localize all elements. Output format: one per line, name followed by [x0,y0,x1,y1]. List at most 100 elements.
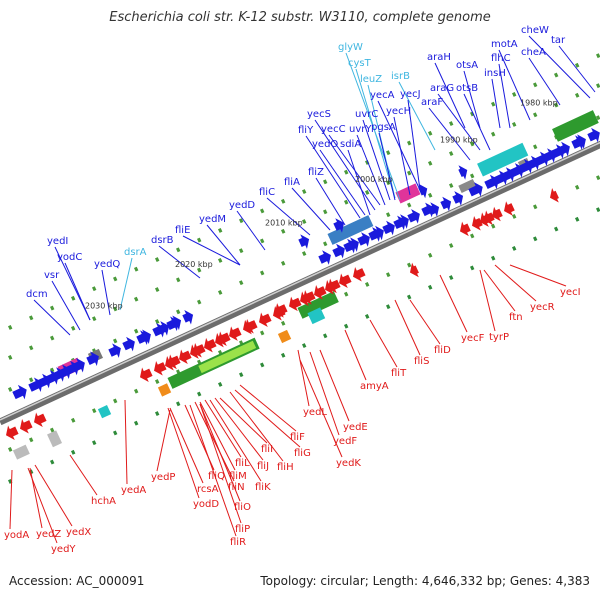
track-dot [533,204,538,210]
gene-label-yedP[interactable]: yedP [151,472,175,483]
gene-label-yedK[interactable]: yedK [336,458,361,469]
gene-label-fliQ[interactable]: fliQ [208,471,225,482]
gene-label-yedF[interactable]: yedF [333,436,357,447]
gene-label-yedM[interactable]: yedM [199,214,226,225]
gene-label-fliG[interactable]: fliG [294,448,311,459]
track-dot [491,101,496,107]
track-dot [385,180,391,186]
gene-label-amyA[interactable]: amyA [360,381,389,392]
gene-label-yodA[interactable]: yodA [4,530,29,541]
track-dot [91,408,97,414]
track-dot [280,352,286,358]
gene-label-yecC[interactable]: yecC [321,124,346,135]
gene-arrow [300,291,313,307]
gene-label-glyW[interactable]: glyW [338,42,363,53]
gene-label-otsB[interactable]: otsB [456,83,478,94]
gene-label-cheA[interactable]: cheA [521,47,546,58]
gene-label-fliK[interactable]: fliK [255,482,271,493]
gene-label-fliH[interactable]: fliH [277,462,294,473]
gene-label-pgsA[interactable]: pgsA [371,122,396,133]
gene-label-motA[interactable]: motA [491,39,518,50]
gene-label-yedL[interactable]: yedL [303,407,327,418]
gene-label-fliY[interactable]: fliY [298,125,314,136]
gene-label-fliZ[interactable]: fliZ [308,167,324,178]
gene-label-ftn[interactable]: ftn [509,312,523,323]
gene-label-otsA[interactable]: otsA [456,60,478,71]
gene-label-fliI[interactable]: fliI [261,444,273,455]
gene-label-yedA[interactable]: yedA [121,485,146,496]
gene-label-fliP[interactable]: fliP [235,524,250,535]
gene-label-leuZ[interactable]: leuZ [360,74,382,85]
gene-label-fliC[interactable]: fliC [259,187,275,198]
gene-label-dcm[interactable]: dcm [26,289,48,300]
gene-label-araF[interactable]: araF [421,97,443,108]
track-dot [533,82,538,88]
gene-label-yodD[interactable]: yodD [193,499,219,510]
gene-arrow [138,329,151,345]
gene-label-insH[interactable]: insH [484,68,506,79]
track-dot [574,62,580,68]
gene-label-yecH[interactable]: yecH [386,106,411,117]
gene-label-yedO[interactable]: yedO [312,139,338,150]
gene-arrow [472,216,483,231]
leader-line [355,68,396,199]
gene-label-dsrA[interactable]: dsrA [124,247,147,258]
gene-label-fliL[interactable]: fliL [235,458,250,469]
gene-label-araG[interactable]: araG [430,83,454,94]
gene-label-yedQ[interactable]: yedQ [94,259,120,270]
gene-label-tyrP[interactable]: tyrP [489,332,509,343]
track-dot [239,280,244,286]
gene-label-fliR[interactable]: fliR [230,537,246,548]
gene-label-fliS[interactable]: fliS [414,356,429,367]
leader-line [509,264,567,287]
gene-label-uvrC[interactable]: uvrC [355,109,378,120]
gene-label-rcsA[interactable]: rcsA [197,484,219,495]
gene-label-fliE[interactable]: fliE [175,225,190,236]
gene-label-yecS[interactable]: yecS [307,109,331,120]
gene-label-yedD[interactable]: yedD [229,200,255,211]
gene-label-yecJ[interactable]: yecJ [400,89,421,100]
gene-label-fliT[interactable]: fliT [391,368,407,379]
gene-label-isrB[interactable]: isrB [391,71,410,82]
gene-label-fliA[interactable]: fliA [284,177,300,188]
gene-label-fliN[interactable]: fliN [228,482,245,493]
track-dot [385,272,391,278]
gene-label-fliM[interactable]: fliM [229,471,247,482]
gene-label-yecF[interactable]: yecF [461,333,485,344]
leader-line [394,299,421,356]
gene-label-dsrB[interactable]: dsrB [151,235,174,246]
gene-label-fliO[interactable]: fliO [234,502,251,513]
track-dot [280,228,286,234]
gene-label-hchA[interactable]: hchA [91,496,116,507]
gene-label-yedI[interactable]: yedI [47,236,68,247]
track-dot [50,367,55,373]
gene-label-yedX[interactable]: yedX [66,527,91,538]
gene-label-vsr[interactable]: vsr [44,270,60,281]
gene-label-uvrY[interactable]: uvrY [349,124,372,135]
track-dot [112,338,118,344]
track-dot [448,121,454,127]
gene-label-yedE[interactable]: yedE [343,422,368,433]
leader-line [169,407,204,484]
gene-label-cheW[interactable]: cheW [521,25,549,36]
gene-label-sdiA[interactable]: sdiA [340,139,361,150]
leader-line [393,116,411,196]
gene-label-fliJ[interactable]: fliJ [257,461,269,472]
leader-line [156,409,171,472]
gene-label-fliD[interactable]: fliD [434,345,451,356]
gene-label-tar[interactable]: tar [551,35,566,46]
gene-label-yedY[interactable]: yedY [51,544,76,555]
gene-label-yodC[interactable]: yodC [57,252,82,263]
gene-label-cysT[interactable]: cysT [348,58,372,69]
track-dot [512,246,517,251]
gene-label-fliF[interactable]: fliF [290,432,305,443]
leader-line [239,384,297,432]
leader-line [491,78,501,129]
gene-label-yedZ[interactable]: yedZ [36,529,61,540]
gene-label-yecI[interactable]: yecI [560,287,581,298]
gene-label-flhC[interactable]: flhC [491,53,511,64]
feature-block [552,110,599,142]
gene-label-araH[interactable]: araH [427,52,451,63]
gene-label-yecR[interactable]: yecR [530,302,555,313]
gene-label-yecA[interactable]: yecA [370,90,395,101]
